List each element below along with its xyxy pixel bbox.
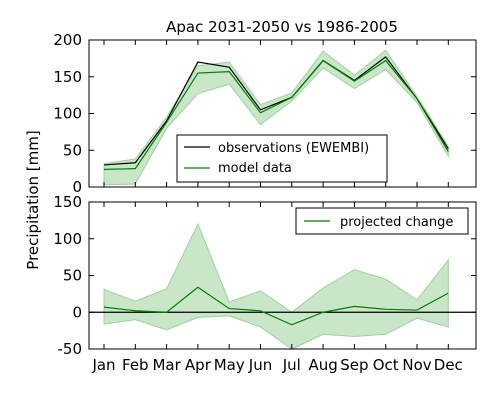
top-y-tick-label: 100 [53,105,82,123]
legend-label-observations: observations (EWEMBI) [218,141,369,156]
chart-title: Apac 2031-2050 vs 1986-2005 [166,18,398,36]
bottom-y-tick-label: 100 [53,230,82,248]
legend-label-projected-change: projected change [340,215,453,230]
x-tick-label: Jul [282,356,301,374]
legend-label-model-data: model data [218,161,292,176]
series-line-observations-ewembi [103,56,449,166]
top-legend: observations (EWEMBI) model data [176,134,388,183]
top-legend-box [176,134,388,183]
x-tick-label: Sep [340,356,368,374]
bottom-y-tick-label: -50 [58,340,83,358]
bottom-panel: -50 0 50 100 150 Jan Feb Mar Apr May Jun Jul Aug Sep… [53,193,477,374]
top-y-tick-label: 150 [53,68,82,86]
top-panel: 0 50 100 150 200 observations (EWEMBI) model… [53,31,477,196]
bottom-y-tick-label: 50 [63,267,82,285]
bottom-range-band [103,222,449,350]
x-tick-label: Mar [152,356,181,374]
y-axis-label: Precipitation [mm] [24,130,42,269]
top-model-range-band-layer [103,49,449,186]
x-tick-label: Nov [402,356,431,374]
x-tick-label: Oct [373,356,399,374]
top-y-tick-label: 50 [63,141,82,159]
x-tick-label: Dec [434,356,463,374]
bottom-series-lines-layer [103,286,449,326]
x-ticks-layer: Jan Feb Mar Apr May Jun Jul Aug Sep Oct Nov Dec [91,356,462,374]
top-range-band [103,49,449,186]
x-tick-label: Jun [248,356,272,374]
bottom-change-range-band-layer [103,222,449,350]
top-y-tick-label: 0 [72,178,82,196]
x-tick-label: Apr [185,356,212,374]
x-tick-label: Feb [122,356,149,374]
top-y-tick-label: 200 [53,31,82,49]
bottom-y-ticks-layer: -50 0 50 100 150 [53,193,476,358]
bottom-legend: projected change [295,207,469,235]
top-series-lines-layer [103,56,449,170]
bottom-y-tick-label: 150 [53,193,82,211]
x-tick-label: May [214,356,245,374]
series-line-model-data [103,59,449,170]
x-tick-label: Jan [91,356,115,374]
x-tick-label: Aug [308,356,337,374]
top-y-ticks-layer: 0 50 100 150 200 [53,31,476,196]
bottom-y-tick-label: 0 [72,303,82,321]
series-line-projected-change [103,286,449,326]
